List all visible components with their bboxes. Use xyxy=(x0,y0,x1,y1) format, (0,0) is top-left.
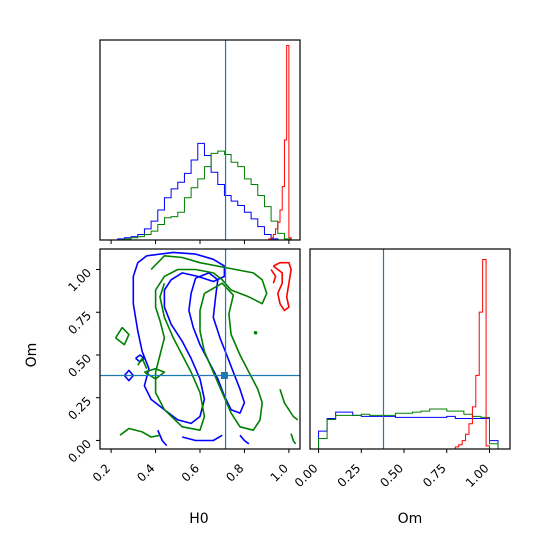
om-hist-green-series xyxy=(310,408,499,450)
joint-frame xyxy=(99,248,301,450)
om-y-tick-label: 1.00 xyxy=(65,266,94,295)
om-y-axis-label: Om xyxy=(24,343,40,368)
h0-histogram-panel xyxy=(99,39,301,244)
h0-hist-blue-series xyxy=(111,142,292,241)
h0-tick-label: 0.8 xyxy=(223,461,246,484)
om-x-tick-label: 1.00 xyxy=(463,461,492,490)
blue-contour xyxy=(239,434,250,445)
green-contour xyxy=(114,326,130,346)
om-y-tick-label: 0.50 xyxy=(65,351,94,380)
h0-tick-label: 0.6 xyxy=(179,461,202,484)
om-hist-frame xyxy=(309,248,511,450)
h0-hist-green-series xyxy=(111,150,292,241)
om-y-tick-label: 0.25 xyxy=(65,394,94,423)
h0-om-contour-panel: 0.2 0.4 0.6 0.8 1.0 0.00 0.25 0.50 0.75 1.00 xyxy=(65,248,301,485)
om-histogram-panel: 0.00 0.25 0.50 0.75 1.00 xyxy=(292,248,511,490)
om-axis-label: Om xyxy=(398,511,423,527)
contour-layer xyxy=(100,249,300,449)
green-contour xyxy=(119,427,161,438)
om-hist-blue-series xyxy=(310,411,499,450)
om-x-tick-label: 0.75 xyxy=(420,461,449,490)
blue-contour xyxy=(157,429,168,447)
om-x-tick-label: 0.00 xyxy=(292,461,321,490)
h0-hist-frame xyxy=(99,39,301,241)
h0-tick-label: 0.4 xyxy=(134,461,157,484)
green-contour xyxy=(199,282,263,431)
red-contour xyxy=(272,261,292,312)
green-contour-dot xyxy=(253,330,258,335)
om-y-tick-label: 0.00 xyxy=(65,437,94,466)
green-contour xyxy=(279,388,299,421)
blue-contour xyxy=(181,434,223,442)
om-x-tick-label: 0.25 xyxy=(335,461,364,490)
red-contour xyxy=(270,269,277,284)
blue-contour xyxy=(135,354,146,363)
h0-tick-label: 0.2 xyxy=(90,461,113,484)
green-contour xyxy=(150,255,268,431)
blue-contour xyxy=(188,272,246,414)
h0-axis-label: H0 xyxy=(189,511,208,527)
om-x-tick-label: 0.50 xyxy=(377,461,406,490)
om-hist-red-series xyxy=(454,259,490,449)
h0-hist-red-series xyxy=(266,45,294,241)
truth-marker xyxy=(220,371,228,379)
green-contour xyxy=(143,367,166,380)
blue-contour xyxy=(132,251,226,425)
green-contour xyxy=(290,433,297,445)
green-contour xyxy=(137,357,148,370)
om-y-tick-label: 0.75 xyxy=(65,308,94,337)
h0-tick-label: 1.0 xyxy=(268,461,291,484)
